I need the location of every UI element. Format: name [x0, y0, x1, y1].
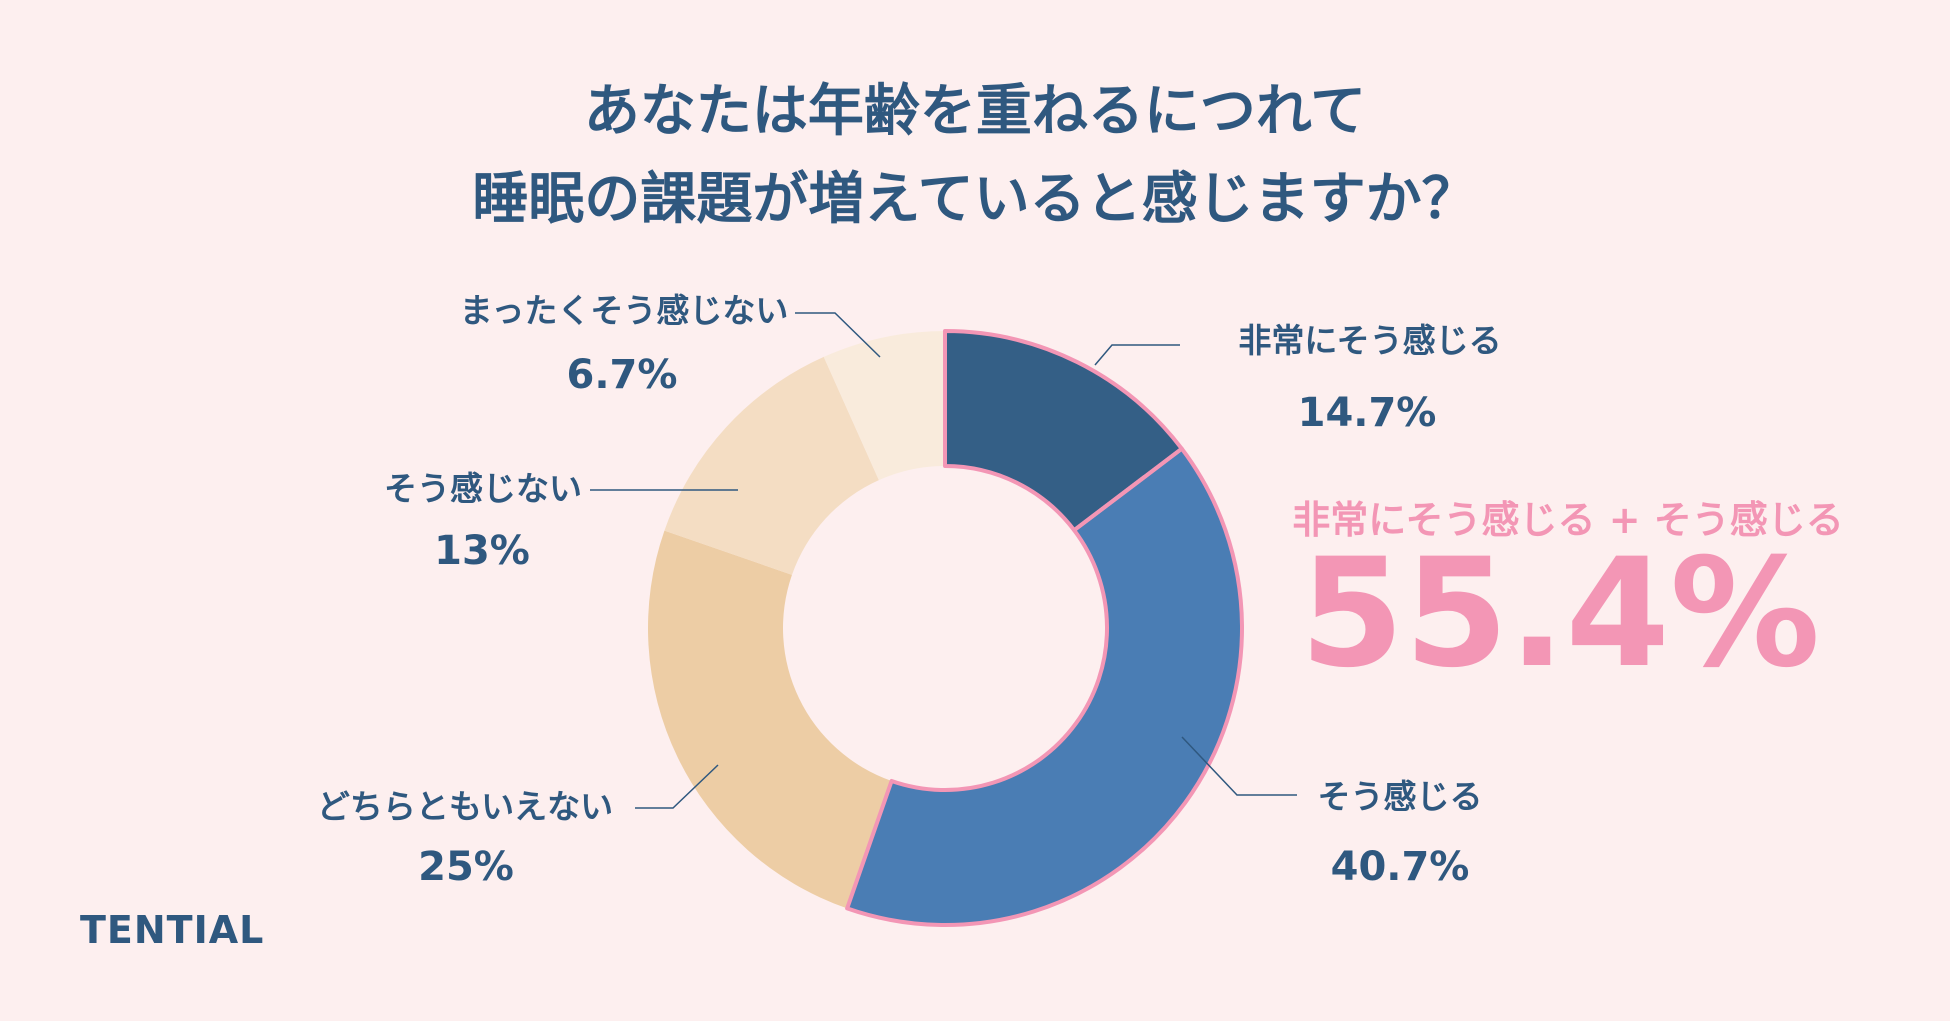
- leader-lines: [590, 312, 1297, 809]
- slice-value: 40.7%: [1331, 844, 1470, 890]
- slice-label: 非常にそう感じる: [1238, 321, 1501, 360]
- slice-value: 14.7%: [1298, 390, 1437, 436]
- slice-label: そう感じる: [1318, 777, 1483, 816]
- slice-value: 25%: [418, 844, 514, 890]
- slice-very-much-outline: [943, 329, 1184, 533]
- slice-not-really: [664, 356, 879, 575]
- leader-line: [1094, 344, 1180, 366]
- donut-slices: [648, 331, 1242, 925]
- slice-neutral: [648, 530, 892, 909]
- leader-line: [795, 312, 881, 358]
- slice-label: まったくそう感じない: [460, 291, 789, 330]
- leader-line: [1181, 736, 1297, 796]
- slice-very-much: [945, 331, 1182, 531]
- leader-line: [635, 764, 719, 809]
- slice-labels: 非常にそう感じる 14.7% そう感じる 40.7% どちらともいえない 25% そう感じな…: [317, 291, 1502, 890]
- slice-label: どちらともいえない: [317, 787, 613, 826]
- highlight-outline: [845, 329, 1244, 927]
- slice-value: 13%: [434, 528, 530, 574]
- combined-value: 55.4%: [1300, 527, 1820, 701]
- slice-value: 6.7%: [567, 352, 678, 398]
- title-line-1: あなたは年齢を重ねるにつれて: [583, 79, 1367, 144]
- brand-logo: TENTIAL: [80, 908, 265, 952]
- combined-label: 非常にそう感じる + そう感じる: [1292, 498, 1844, 542]
- slice-somewhat-outline: [845, 446, 1244, 927]
- title-line-2: 睡眠の課題が増えていると感じますか？: [472, 167, 1478, 232]
- slice-somewhat: [847, 448, 1242, 925]
- slice-not-at-all: [823, 331, 945, 481]
- chart-title: あなたは年齢を重ねるにつれて 睡眠の課題が増えていると感じますか？: [0, 68, 1950, 244]
- slice-label: そう感じない: [384, 469, 582, 508]
